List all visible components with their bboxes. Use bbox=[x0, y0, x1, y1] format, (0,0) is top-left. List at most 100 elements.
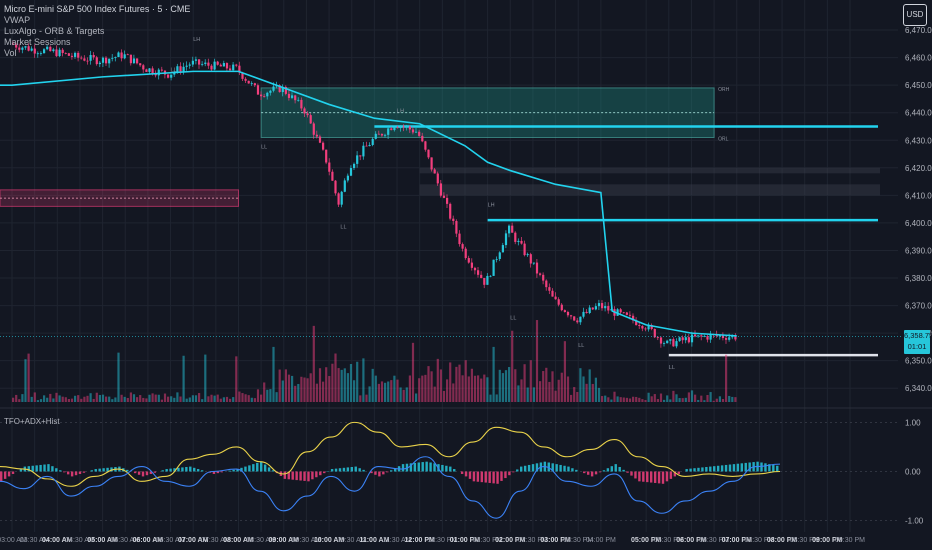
candle-body bbox=[247, 80, 250, 84]
volume-bar bbox=[92, 398, 95, 402]
candle-body bbox=[709, 334, 712, 340]
hist-bar bbox=[55, 468, 58, 472]
volume-bar bbox=[123, 396, 126, 402]
candle-body bbox=[585, 311, 588, 314]
candle-body bbox=[514, 232, 517, 242]
hist-bar bbox=[713, 466, 716, 472]
hist-bar bbox=[189, 466, 192, 472]
hist-bar bbox=[563, 465, 566, 472]
orb-high-label: ORH bbox=[718, 87, 730, 93]
hist-bar bbox=[386, 471, 389, 473]
candle-body bbox=[284, 86, 287, 94]
y-tick-label: 6,340.00 bbox=[905, 384, 932, 393]
volume-bar bbox=[260, 394, 263, 402]
volume-bar bbox=[442, 390, 446, 402]
volume-bar bbox=[225, 396, 229, 402]
volume-bar bbox=[247, 395, 250, 402]
indicator-vwap[interactable]: VWAP bbox=[4, 15, 31, 25]
hist-bar bbox=[618, 466, 621, 472]
x-tick-label: 04:00 AM bbox=[42, 537, 73, 544]
x-tick-label: 09:00 AM bbox=[269, 537, 300, 544]
candle-body bbox=[477, 270, 480, 275]
candle-body bbox=[582, 311, 585, 317]
volume-bar bbox=[632, 396, 635, 402]
hist-bar bbox=[590, 471, 594, 477]
candle-body bbox=[322, 142, 325, 150]
volume-bar bbox=[300, 376, 303, 402]
hist-bar bbox=[19, 469, 23, 472]
indicator-orb[interactable]: LuxAlgo - ORB & Targets bbox=[4, 26, 105, 36]
x-tick-label: 07:00 PM bbox=[722, 537, 753, 544]
candle-body bbox=[728, 337, 731, 340]
x-tick-label: 06:00 PM bbox=[676, 537, 707, 544]
x-tick-label: 11:30 AM bbox=[382, 537, 411, 544]
candle-body bbox=[182, 66, 185, 72]
volume-bar bbox=[70, 398, 74, 402]
hist-bar bbox=[228, 470, 231, 472]
hist-bar bbox=[260, 461, 263, 472]
candle-body bbox=[111, 57, 114, 59]
x-tick-label: 06:30 PM bbox=[699, 537, 729, 544]
volume-bar bbox=[582, 376, 585, 402]
candle-body bbox=[281, 86, 284, 93]
hist-bar bbox=[173, 468, 176, 472]
hist-bar bbox=[165, 469, 168, 472]
oscillator-label[interactable]: TFO+ADX+Hist bbox=[4, 417, 60, 426]
volume-bar bbox=[232, 397, 235, 402]
indicator-sessions[interactable]: Market Sessions bbox=[4, 37, 71, 47]
candle-body bbox=[337, 193, 340, 205]
volume-bar bbox=[328, 376, 331, 402]
volume-bar bbox=[371, 368, 374, 402]
indicator-volume[interactable]: Vol bbox=[4, 48, 17, 58]
candle-body bbox=[390, 128, 393, 131]
volume-bar bbox=[433, 386, 436, 402]
volume-bar bbox=[263, 382, 266, 402]
hist-bar bbox=[291, 471, 294, 480]
volume-bar bbox=[526, 387, 529, 402]
hist-bar bbox=[527, 464, 531, 472]
volume-bar bbox=[616, 396, 619, 402]
hist-bar bbox=[453, 469, 456, 472]
hist-bar bbox=[303, 471, 306, 481]
volume-bar bbox=[548, 381, 551, 402]
volume-bar bbox=[551, 371, 554, 402]
candle-body bbox=[644, 328, 647, 330]
volume-bar bbox=[191, 395, 194, 402]
candle-body bbox=[656, 337, 659, 339]
hist-bar bbox=[736, 463, 740, 472]
volume-bar bbox=[86, 395, 89, 402]
hist-bar bbox=[720, 465, 724, 472]
candle-body bbox=[508, 225, 511, 234]
hist-bar bbox=[657, 471, 661, 484]
volume-bar bbox=[204, 354, 207, 402]
candle-body bbox=[718, 335, 721, 337]
hist-bar bbox=[669, 471, 673, 479]
hist-bar bbox=[441, 464, 444, 472]
volume-bar bbox=[449, 362, 452, 402]
x-tick-label: 07:30 PM bbox=[744, 537, 774, 544]
structure-label: LL bbox=[578, 343, 584, 349]
x-tick-label: 03:30 AM bbox=[20, 537, 50, 544]
candle-body bbox=[36, 53, 39, 55]
candle-body bbox=[396, 127, 399, 129]
volume-bar bbox=[250, 397, 253, 402]
candle-body bbox=[225, 63, 229, 69]
volume-bar bbox=[176, 392, 179, 402]
candle-body bbox=[238, 65, 241, 73]
hist-bar bbox=[508, 471, 511, 476]
hist-bar bbox=[500, 471, 503, 481]
volume-bar bbox=[470, 368, 473, 402]
candle-body bbox=[256, 85, 260, 95]
candle-body bbox=[433, 169, 436, 174]
x-tick-label: 01:00 PM bbox=[450, 537, 481, 544]
currency-button[interactable]: USD bbox=[903, 4, 927, 26]
symbol-title[interactable]: Micro E-mini S&P 500 Index Futures · 5 ·… bbox=[4, 4, 191, 14]
candle-body bbox=[278, 85, 281, 93]
volume-bar bbox=[728, 395, 731, 402]
candle-body bbox=[725, 338, 728, 340]
volume-bar bbox=[622, 397, 625, 402]
hist-bar bbox=[764, 463, 767, 472]
hist-bar bbox=[614, 464, 617, 472]
volume-bar bbox=[576, 391, 579, 402]
